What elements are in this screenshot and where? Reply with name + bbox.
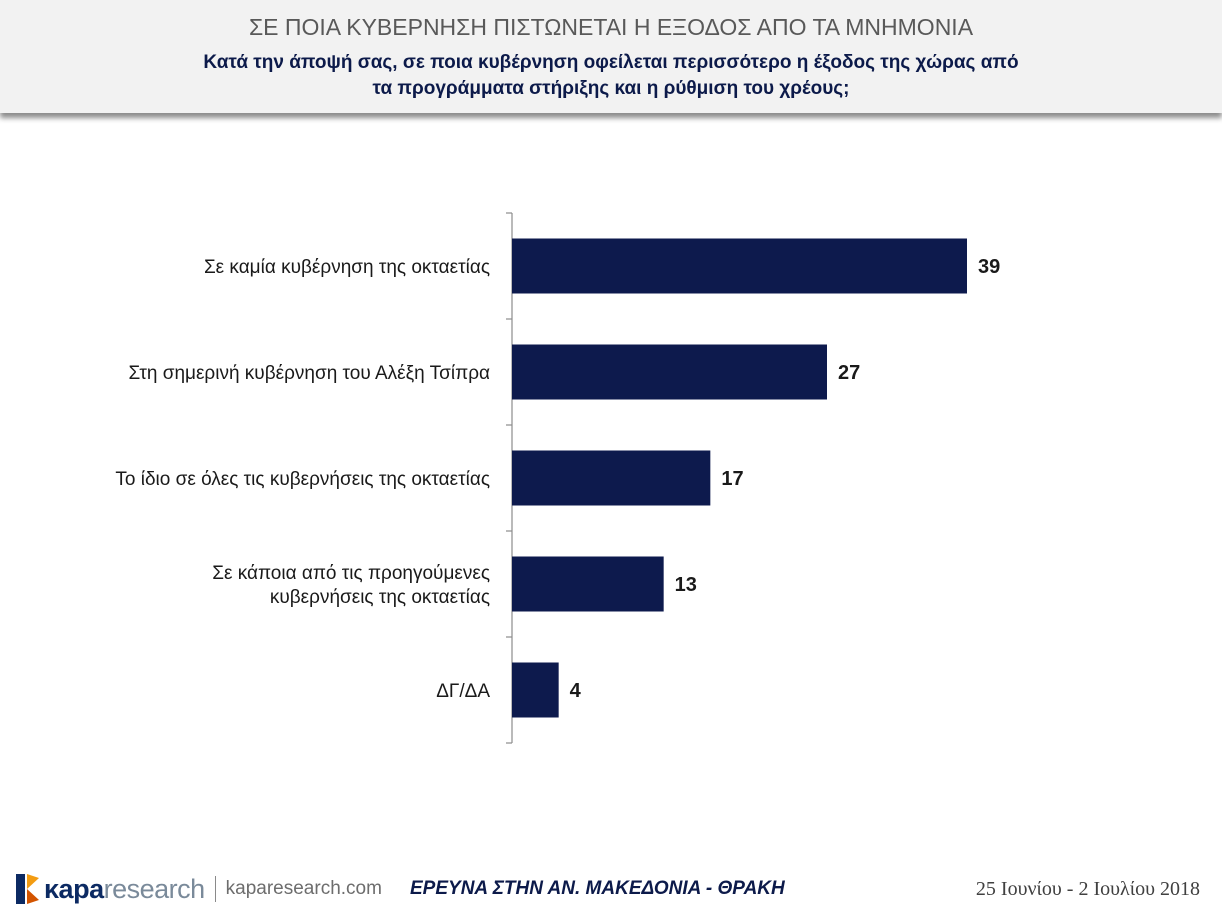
bar-2 bbox=[512, 450, 711, 506]
logo-text-kapa: κapa bbox=[44, 873, 104, 904]
kapa-research-logo: κapa research kaparesearch.com bbox=[14, 871, 382, 907]
category-label-1: Στη σημερινή κυβέρνηση του Αλέξη Τσίπρα bbox=[129, 363, 490, 384]
logo-text-research: research bbox=[103, 873, 206, 904]
bar-1 bbox=[512, 344, 827, 400]
chart-title: ΣΕ ΠΟΙΑ ΚΥΒΕΡΝΗΣΗ ΠΙΣΤΩΝΕΤΑΙ Η ΕΞΟΔΟΣ ΑΠ… bbox=[248, 14, 974, 40]
header-banner: ΣΕ ΠΟΙΑ ΚΥΒΕΡΝΗΣΗ ΠΙΣΤΩΝΕΤΑΙ Η ΕΞΟΔΟΣ ΑΠ… bbox=[0, 0, 1222, 113]
value-label-4: 4 bbox=[570, 680, 582, 702]
logo-divider bbox=[214, 876, 216, 902]
bar-chart: 39 Σε καμία κυβέρνηση της οκταετίας 27 Στη … bbox=[115, 212, 1000, 744]
subtitle-line-2: τα προγράμματα στήριξης και η ρύθμιση το… bbox=[372, 78, 850, 99]
bar-4 bbox=[512, 662, 559, 718]
bar-3 bbox=[512, 556, 664, 612]
category-label-2: Το ίδιο σε όλες τις κυβερνήσεις της οκτα… bbox=[115, 469, 490, 490]
value-label-1: 27 bbox=[838, 362, 860, 384]
category-label-0: Σε καμία κυβέρνηση της οκταετίας bbox=[204, 257, 490, 278]
chart-subtitle: Κατά την άποψή σας, σε ποια κυβέρνηση οφ… bbox=[0, 50, 1222, 102]
category-label-4: ΔΓ/ΔΑ bbox=[436, 681, 490, 702]
value-label-0: 39 bbox=[978, 256, 1000, 278]
category-label-3-line-1: κυβερνήσεις της οκταετίας bbox=[270, 587, 490, 608]
website-url: kaparesearch.com bbox=[225, 878, 382, 899]
survey-region-label: ΕΡΕΥΝΑ ΣΤΗΝ ΑΝ. ΜΑΚΕΔΟΝΙΑ - ΘΡΑΚΗ bbox=[410, 878, 785, 899]
bar-0 bbox=[512, 238, 967, 294]
category-label-3-line-0: Σε κάποια από τις προηγούμενες bbox=[212, 563, 490, 584]
value-label-3: 13 bbox=[675, 574, 697, 596]
value-label-2: 17 bbox=[721, 468, 743, 490]
survey-date: 25 Ιουνίου - 2 Ιουλίου 2018 bbox=[975, 878, 1200, 900]
subtitle-line-1: Κατά την άποψή σας, σε ποια κυβέρνηση οφ… bbox=[203, 52, 1019, 73]
kapa-logo-mark-icon bbox=[16, 874, 39, 904]
